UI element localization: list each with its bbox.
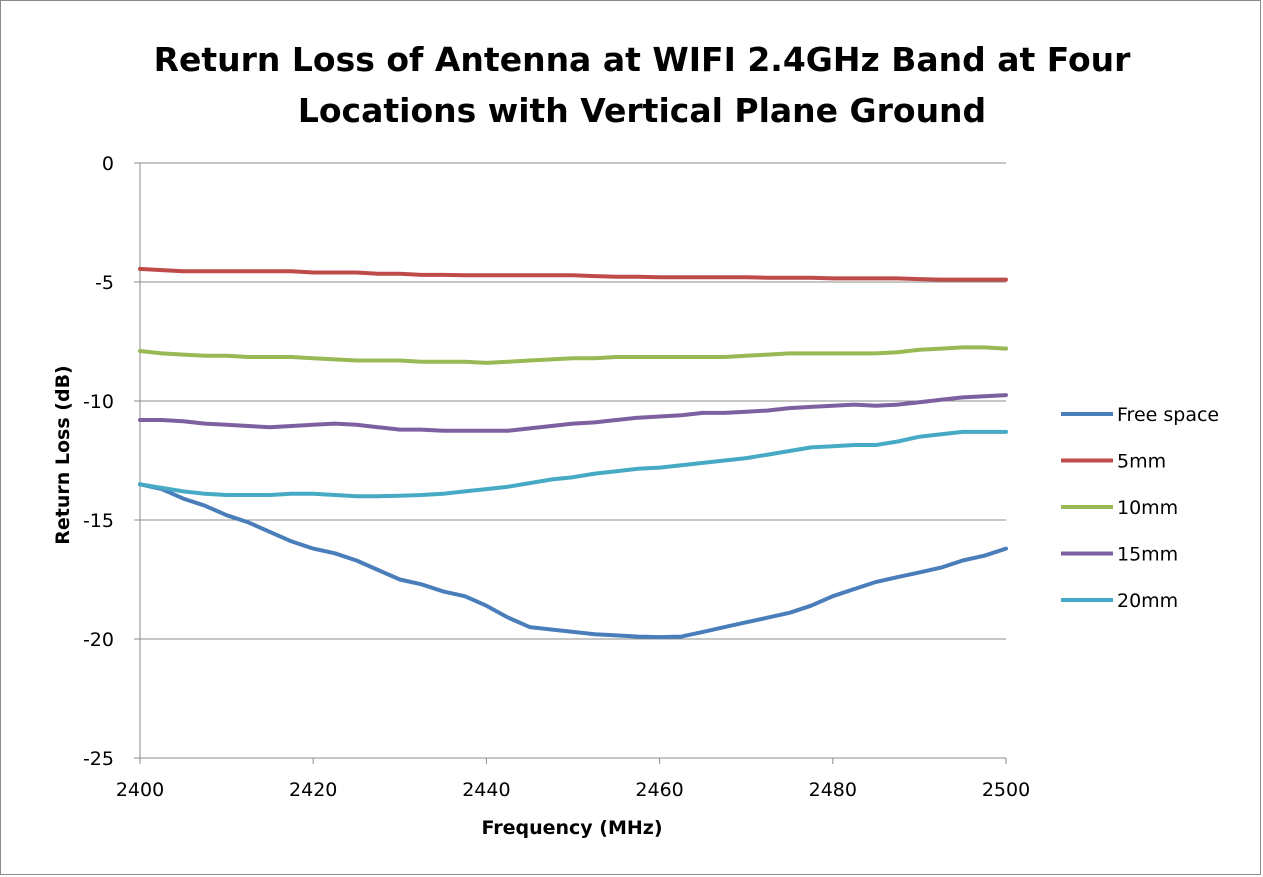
- gridlines: [140, 162, 1006, 640]
- x-tick-label: 2420: [289, 779, 337, 801]
- series-line-10mm: [138, 345, 1008, 365]
- x-tick-label: 2440: [462, 779, 510, 801]
- series-line-free-space: [138, 482, 1008, 640]
- legend-label: 5mm: [1117, 451, 1166, 473]
- legend-label: Free space: [1117, 404, 1219, 426]
- x-tick-label: 2400: [116, 779, 164, 801]
- x-tick-label: 2500: [982, 779, 1030, 801]
- legend-label: 20mm: [1117, 590, 1178, 612]
- y-tick-label: 0: [102, 153, 114, 175]
- series-lines: [138, 266, 1008, 640]
- x-tick-label: 2480: [809, 779, 857, 801]
- y-tick-label: -20: [83, 629, 114, 651]
- chart-title-line-1: Return Loss of Antenna at WIFI 2.4GHz Ba…: [154, 40, 1132, 79]
- y-axis-title: Return Loss (dB): [52, 365, 74, 544]
- series-line-15mm: [138, 393, 1008, 433]
- series-line-5mm: [138, 266, 1008, 282]
- legend-label: 10mm: [1117, 497, 1178, 519]
- series-line-20mm: [138, 429, 1008, 499]
- y-tick-label: -15: [83, 510, 114, 532]
- x-axis-title: Frequency (MHz): [481, 817, 662, 839]
- legend-label: 15mm: [1117, 544, 1178, 566]
- chart-title-line-2: Locations with Vertical Plane Ground: [298, 91, 986, 130]
- y-tick-label: -5: [95, 272, 114, 294]
- legend: Free space 5mm 10mm 15mm 20mm: [1061, 404, 1219, 612]
- x-tick-label: 2460: [635, 779, 683, 801]
- y-tick-label: -10: [83, 391, 114, 413]
- y-tick-label: -25: [83, 748, 114, 770]
